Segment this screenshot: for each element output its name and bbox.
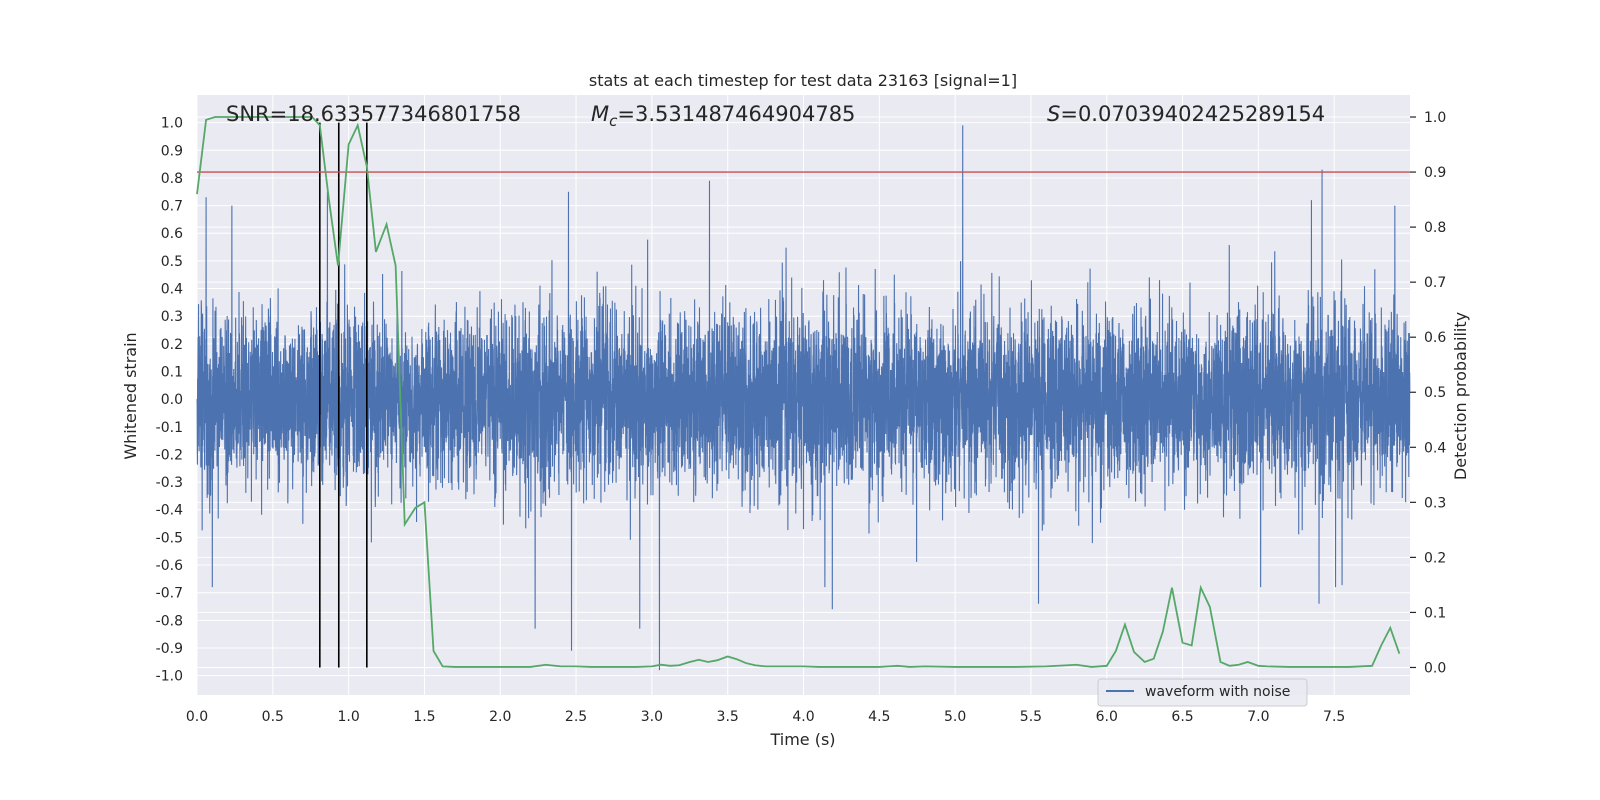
chirp-mass-value: =3.531487464904785 (617, 102, 855, 126)
y-tick-label-right: 0.9 (1424, 165, 1446, 181)
x-tick-label: 3.0 (641, 709, 663, 725)
y-tick-label-left: 0.6 (161, 226, 183, 242)
y-tick-label-left: 0.9 (161, 143, 183, 159)
s-symbol: S (1047, 102, 1060, 126)
waveform-line (196, 125, 1411, 671)
y-tick-label-left: -1.0 (156, 669, 183, 685)
chart-title: stats at each timestep for test data 231… (589, 71, 1017, 90)
x-tick-label: 4.5 (868, 709, 890, 725)
y-axis-label-right: Detection probability (1451, 312, 1470, 480)
s-value: =0.07039402425289154 (1060, 102, 1325, 126)
y-tick-label-left: 0.5 (161, 254, 183, 270)
x-tick-label: 3.5 (717, 709, 739, 725)
y-tick-label-right: 0.3 (1424, 495, 1446, 511)
x-tick-label: 5.0 (944, 709, 966, 725)
y-tick-label-left: 0.1 (161, 364, 183, 380)
y-tick-label-right: 0.0 (1424, 660, 1446, 676)
y-tick-label-right: 0.6 (1424, 330, 1446, 346)
x-tick-labels: 0.0 0.5 1.0 1.5 2.0 2.5 3.0 3.5 4.0 4.5 5.0 5.5 6.0 6… (186, 709, 1345, 725)
y-tick-label-left: -0.9 (156, 641, 183, 657)
probability-line (196, 116, 1401, 668)
probability-series (196, 116, 1401, 668)
chirp-mass-annotation: Mc=3.531487464904785 (591, 102, 855, 130)
y-tick-label-left: -0.7 (156, 586, 183, 602)
y-tick-label-left: 0.8 (161, 171, 183, 187)
y-tick-label-right: 0.8 (1424, 220, 1446, 236)
y-tick-label-right: 1.0 (1424, 110, 1446, 126)
x-tick-label: 6.5 (1171, 709, 1193, 725)
y-tick-label-left: 0.4 (161, 282, 183, 298)
y-tick-label-right: 0.5 (1424, 385, 1446, 401)
y-tick-label-left: 0.2 (161, 337, 183, 353)
y-tick-label-left: -0.8 (156, 613, 183, 629)
y-tick-labels-right: 1.0 0.9 0.8 0.7 0.6 0.5 0.4 0.3 0.2 0.1 0.0 (1410, 110, 1446, 676)
y-tick-label-left: -0.5 (156, 530, 183, 546)
y-tick-label-left: -0.2 (156, 447, 183, 463)
y-tick-label-left: 0.3 (161, 309, 183, 325)
legend-label: waveform with noise (1145, 684, 1290, 700)
y-tick-label-right: 0.4 (1424, 440, 1446, 456)
x-tick-label: 2.5 (565, 709, 587, 725)
x-tick-label: 5.5 (1020, 709, 1042, 725)
legend-box (1097, 678, 1308, 707)
y-tick-label-left: -0.1 (156, 420, 183, 436)
x-tick-label: 7.5 (1323, 709, 1345, 725)
legend: waveform with noise (1097, 678, 1308, 707)
x-tick-label: 0.5 (262, 709, 284, 725)
y-tick-label-left: 1.0 (161, 116, 183, 132)
x-tick-label: 4.0 (792, 709, 814, 725)
y-tick-label-left: -0.6 (156, 558, 183, 574)
x-tick-label: 6.0 (1096, 709, 1118, 725)
y-axis-label-left: Whitened strain (121, 332, 140, 459)
x-axis-label: Time (s) (769, 730, 835, 749)
y-tick-label-left: 0.7 (161, 199, 183, 215)
y-tick-label-right: 0.2 (1424, 550, 1446, 566)
y-tick-label-right: 0.7 (1424, 275, 1446, 291)
x-tick-label: 1.5 (413, 709, 435, 725)
x-tick-label: 2.0 (489, 709, 511, 725)
x-tick-label: 1.0 (337, 709, 359, 725)
vertical-markers (319, 122, 368, 668)
waveform-series (196, 125, 1411, 671)
y-tick-labels-left: 1.0 0.9 0.8 0.7 0.6 0.5 0.4 0.3 0.2 0.1 0.0 -0.1 -0.… (156, 116, 183, 685)
chirp-mass-symbol: M (591, 102, 609, 126)
x-tick-label: 0.0 (186, 709, 208, 725)
x-tick-label: 7.0 (1247, 709, 1269, 725)
y-tick-label-left: -0.3 (156, 475, 183, 491)
y-tick-label-left: 0.0 (161, 392, 183, 408)
y-tick-label-left: -0.4 (156, 503, 183, 519)
chirp-mass-subscript: c (609, 112, 618, 130)
s-annotation: S=0.07039402425289154 (1047, 102, 1325, 126)
y-tick-label-right: 0.1 (1424, 605, 1446, 621)
snr-annotation: SNR=18.633577346801758 (226, 102, 521, 126)
